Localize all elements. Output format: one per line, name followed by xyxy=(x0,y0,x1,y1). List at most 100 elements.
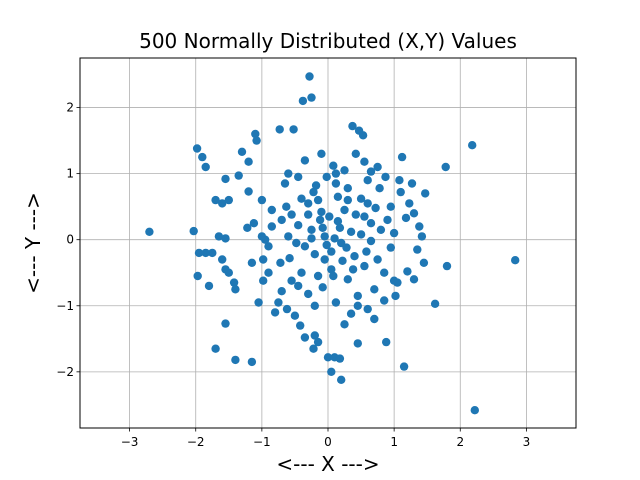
scatter-point xyxy=(267,205,276,215)
scatter-point xyxy=(221,319,230,328)
scatter-point xyxy=(307,234,316,243)
y-tick-label: −1 xyxy=(56,299,74,313)
scatter-point xyxy=(267,222,276,231)
scatter-point xyxy=(294,172,303,182)
scatter-point xyxy=(356,230,366,239)
scatter-point xyxy=(254,298,263,307)
scatter-point xyxy=(395,176,404,185)
scatter-point xyxy=(284,169,293,178)
scatter-point xyxy=(198,152,207,162)
scatter-point xyxy=(417,232,427,241)
scatter-point xyxy=(353,339,362,348)
scatter-point xyxy=(259,276,268,285)
scatter-point xyxy=(231,355,240,365)
scatter-point xyxy=(348,121,357,131)
scatter-point xyxy=(294,221,303,230)
scatter-point xyxy=(297,268,306,277)
scatter-point xyxy=(305,72,314,81)
scatter-point xyxy=(371,203,380,213)
scatter-point xyxy=(470,406,479,415)
scatter-point xyxy=(243,223,252,232)
scatter-point xyxy=(363,199,372,208)
scatter-point xyxy=(307,93,316,102)
scatter-point xyxy=(211,195,220,205)
scatter-point xyxy=(274,298,283,307)
scatter-point xyxy=(264,242,273,251)
scatter-point xyxy=(193,271,202,281)
scatter-point xyxy=(413,245,422,254)
scatter-point xyxy=(335,223,345,232)
scatter-point xyxy=(329,161,338,170)
scatter-point xyxy=(234,171,243,180)
scatter-point xyxy=(313,271,323,281)
scatter-point xyxy=(211,344,220,353)
scatter-point xyxy=(353,291,362,301)
scatter-point xyxy=(257,232,267,241)
scatter-point xyxy=(391,291,400,301)
scatter-point xyxy=(282,202,291,211)
scatter-point xyxy=(396,187,405,197)
scatter-point xyxy=(309,187,318,197)
scatter-point xyxy=(407,179,417,188)
scatter-point xyxy=(337,375,346,384)
scatter-point xyxy=(419,258,429,267)
scatter-point xyxy=(370,314,379,324)
scatter-point xyxy=(289,125,298,134)
scatter-point xyxy=(270,308,280,317)
scatter-point xyxy=(333,192,343,201)
scatter-point xyxy=(397,152,407,162)
scatter-point xyxy=(214,232,224,241)
scatter-point xyxy=(363,304,372,314)
scatter-point xyxy=(405,199,414,208)
scatter-point xyxy=(330,234,339,243)
scatter-point xyxy=(252,136,261,145)
scatter-point xyxy=(313,337,323,347)
scatter-point xyxy=(275,125,284,134)
scatter-point xyxy=(373,255,382,264)
scatter-point xyxy=(201,162,210,172)
scatter-point xyxy=(346,227,356,236)
scatter-point xyxy=(318,283,327,292)
scatter-point xyxy=(310,250,319,259)
scatter-point xyxy=(343,195,352,205)
x-tick-label: −3 xyxy=(121,435,139,449)
scatter-point xyxy=(346,309,356,318)
x-tick-label: 0 xyxy=(324,435,332,449)
scatter-point xyxy=(331,179,341,188)
scatter-point xyxy=(259,255,268,264)
scatter-point xyxy=(335,354,345,363)
scatter-point xyxy=(366,236,376,246)
chart-title: 500 Normally Distributed (X,Y) Values xyxy=(139,29,517,53)
scatter-point xyxy=(298,96,308,106)
scatter-point xyxy=(237,147,247,156)
scatter-point xyxy=(251,129,260,139)
scatter-point xyxy=(340,166,349,175)
x-tick-label: 2 xyxy=(456,435,464,449)
scatter-point xyxy=(277,215,286,225)
scatter-point xyxy=(218,255,227,264)
scatter-point xyxy=(201,248,210,258)
scatter-point xyxy=(322,240,331,250)
scatter-point xyxy=(309,344,318,353)
scatter-point xyxy=(317,207,326,217)
y-tick-label: 1 xyxy=(66,167,74,181)
scatter-point xyxy=(348,265,358,274)
scatter-point xyxy=(343,184,352,193)
scatter-point xyxy=(300,333,310,342)
x-axis-label: <--- X ---> xyxy=(276,452,379,476)
scatter-point xyxy=(304,199,313,208)
scatter-point xyxy=(421,189,430,198)
x-tick-label: −1 xyxy=(253,435,271,449)
scatter-point xyxy=(194,248,204,258)
scatter-point xyxy=(370,285,379,294)
scatter-point xyxy=(313,195,323,205)
y-axis-label: <--- Y ---> xyxy=(21,192,45,294)
scatter-point xyxy=(468,141,477,150)
scatter-point xyxy=(360,261,369,271)
scatter-point xyxy=(287,210,296,219)
scatter-point xyxy=(375,184,384,193)
ticks-layer: −3 −2 −1 0 1 2 3 −2 −1 0 1 2 xyxy=(56,101,530,449)
scatter-point xyxy=(331,169,341,178)
scatter-point xyxy=(338,256,347,265)
